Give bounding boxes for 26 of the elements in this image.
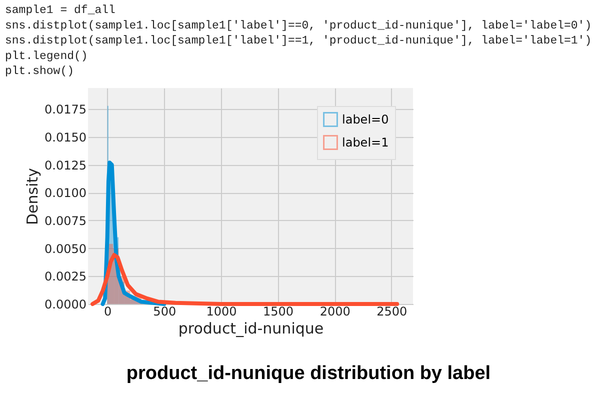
line-series: [90, 253, 400, 306]
x-tick-label: 2500: [376, 304, 408, 318]
text: sns.distplot(sample1.loc[sample1['label']==0, 'product_id-nunique'], label='label=0'): [5, 19, 592, 32]
text: product_id-nunique distribution by label: [126, 363, 491, 384]
x-axis-title: product_id-nunique: [178, 320, 324, 338]
x-tick-label: 2000: [320, 304, 350, 318]
y-tick-label: 0.0150: [44, 130, 86, 144]
text: sns.distplot(sample1.loc[sample1['label']==1, 'product_id-nunique'], label='label=1'): [5, 34, 592, 48]
y-tick-label: 0.0075: [44, 214, 86, 228]
x-tick-label: 1500: [263, 304, 294, 318]
y-tick-label: 0.0125: [44, 158, 86, 172]
text: sample1 = df_all: [5, 4, 116, 17]
legend-label: label=0: [342, 112, 389, 126]
legend-label: label=1: [342, 136, 389, 150]
text: plt.legend(): [5, 50, 88, 63]
line-series: [100, 160, 166, 306]
y-tick-label: 0.0175: [44, 102, 86, 117]
y-axis-title: Density: [24, 168, 42, 226]
x-tick-label: 1000: [206, 304, 237, 318]
x-tick-label: 0: [104, 304, 112, 318]
y-tick-label: 0.0050: [44, 242, 86, 256]
y-tick-label: 0.0025: [44, 270, 86, 284]
x-tick-label: 500: [153, 304, 176, 318]
y-tick-label: 0.0000: [44, 298, 86, 312]
y-tick-label: 0.0100: [44, 186, 86, 200]
text: plt.show(): [5, 65, 74, 78]
